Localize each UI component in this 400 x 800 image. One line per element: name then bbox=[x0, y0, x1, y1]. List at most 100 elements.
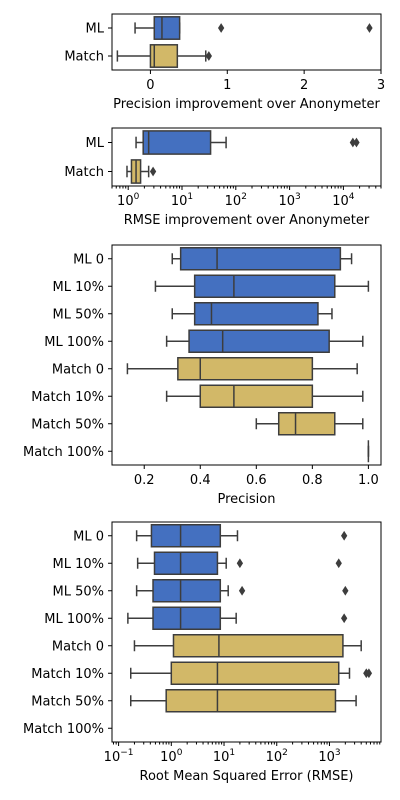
box-3-2 bbox=[154, 274, 370, 298]
box-body bbox=[277, 412, 336, 436]
y-tick-label: Match bbox=[64, 165, 104, 180]
box-2-2 bbox=[126, 159, 157, 184]
chart-panel-1: ML Match 0 1 2 3 Precision improvement over An… bbox=[64, 13, 385, 112]
box-body bbox=[153, 551, 219, 575]
box-body bbox=[142, 130, 212, 155]
outlier-point bbox=[217, 23, 225, 33]
box-body bbox=[152, 606, 222, 630]
x-tick-label: 101 bbox=[171, 192, 193, 209]
y-tick-label: Match bbox=[64, 50, 104, 65]
box-2-1 bbox=[135, 130, 360, 155]
box-body bbox=[153, 16, 181, 40]
x-tick-label: 103 bbox=[318, 748, 340, 765]
outlier-point bbox=[335, 558, 342, 569]
x-axis-label: Precision bbox=[217, 492, 275, 507]
box-body bbox=[172, 634, 344, 658]
y-tick-label: ML 100% bbox=[44, 335, 104, 350]
x-tick-label: 100 bbox=[160, 748, 183, 765]
x-tick-label: 0.8 bbox=[302, 473, 323, 488]
y-tick-label: ML bbox=[86, 22, 105, 37]
box-4-6 bbox=[129, 661, 373, 685]
plot-frame bbox=[111, 521, 382, 743]
box-1-1 bbox=[134, 16, 373, 40]
chart-panel-2: ML Match 100 101 102 103 104 RMSE improvement o… bbox=[64, 127, 382, 228]
box-1-2 bbox=[116, 44, 212, 68]
x-tick-label: 1.0 bbox=[358, 473, 379, 488]
outlier-point bbox=[149, 166, 157, 177]
y-tick-label: Match 100% bbox=[23, 722, 104, 737]
y-tick-label: Match 0 bbox=[52, 639, 104, 654]
box-body bbox=[165, 689, 337, 713]
box-body bbox=[152, 579, 222, 603]
box-body bbox=[177, 357, 314, 381]
box-3-4 bbox=[165, 329, 364, 353]
outlier-point bbox=[342, 585, 349, 596]
y-tick-label: Match 50% bbox=[31, 694, 104, 709]
x-tick-label: 103 bbox=[278, 192, 300, 209]
box-3-1 bbox=[171, 247, 353, 271]
box-4-5 bbox=[133, 634, 362, 658]
y-tick-label: ML 10% bbox=[53, 557, 105, 572]
x-axis-label: Precision improvement over Anonymeter bbox=[113, 97, 380, 112]
box-3-3 bbox=[171, 302, 333, 326]
x-tick-label: 100 bbox=[117, 192, 140, 209]
y-tick-label: Match 50% bbox=[31, 417, 104, 432]
y-tick-label: ML 10% bbox=[53, 280, 105, 295]
outlier-point bbox=[341, 530, 348, 541]
box-4-4 bbox=[127, 606, 348, 630]
outlier-point bbox=[205, 51, 212, 61]
plot-frame bbox=[111, 13, 382, 71]
outlier-point bbox=[238, 585, 246, 596]
box-body bbox=[193, 274, 336, 298]
x-tick-label: 0.6 bbox=[246, 473, 267, 488]
box-3-7 bbox=[255, 412, 364, 436]
box-body bbox=[170, 661, 340, 685]
y-tick-label: ML 100% bbox=[44, 612, 104, 627]
x-tick-label: 1 bbox=[223, 78, 231, 93]
x-tick-label: 3 bbox=[377, 78, 385, 93]
x-tick-label: 10−1 bbox=[104, 748, 134, 765]
x-axis-label: Root Mean Squared Error (RMSE) bbox=[140, 769, 354, 784]
outlier-point bbox=[365, 668, 373, 679]
x-tick-label: 102 bbox=[225, 192, 247, 209]
y-tick-label: ML bbox=[86, 136, 105, 151]
box-3-5 bbox=[126, 357, 358, 381]
x-tick-label: 101 bbox=[213, 748, 235, 765]
box-4-3 bbox=[135, 579, 349, 603]
plot-frame bbox=[111, 127, 382, 187]
box-body bbox=[179, 247, 342, 271]
x-tick-label: 2 bbox=[300, 78, 308, 93]
outlier-point bbox=[236, 558, 244, 569]
outlier-point bbox=[366, 23, 373, 33]
outlier-point bbox=[353, 137, 360, 148]
x-tick-label: 0.2 bbox=[134, 473, 155, 488]
x-tick-label: 104 bbox=[332, 192, 355, 209]
box-body bbox=[199, 384, 314, 408]
y-tick-label: Match 0 bbox=[52, 362, 104, 377]
x-tick-label: 102 bbox=[266, 748, 288, 765]
y-tick-label: Match 10% bbox=[31, 390, 104, 405]
box-4-1 bbox=[135, 524, 348, 548]
box-body bbox=[193, 302, 319, 326]
x-tick-label: 0 bbox=[146, 78, 154, 93]
chart-panel-4: ML 0 ML 10% ML 50% ML 100% Match 0 Match 10% M… bbox=[23, 521, 382, 784]
plot-frame bbox=[111, 244, 382, 466]
outlier-point bbox=[341, 613, 348, 624]
y-tick-label: Match 100% bbox=[23, 445, 104, 460]
box-body bbox=[150, 524, 222, 548]
x-axis-label: RMSE improvement over Anonymeter bbox=[124, 213, 370, 228]
y-tick-label: ML 0 bbox=[73, 529, 104, 544]
box-4-7 bbox=[129, 689, 357, 713]
outlier-point bbox=[349, 137, 357, 148]
y-tick-label: ML 50% bbox=[53, 584, 105, 599]
y-tick-label: ML 50% bbox=[53, 307, 105, 322]
y-tick-label: Match 10% bbox=[31, 667, 104, 682]
box-4-2 bbox=[136, 551, 342, 575]
chart-panel-3: ML 0 ML 10% ML 50% ML 100% Match 0 Match 10% M… bbox=[23, 244, 382, 507]
box-body bbox=[188, 329, 330, 353]
box-3-6 bbox=[165, 384, 364, 408]
y-tick-label: ML 0 bbox=[73, 252, 104, 267]
x-tick-label: 0.4 bbox=[190, 473, 211, 488]
box-body bbox=[149, 44, 179, 68]
